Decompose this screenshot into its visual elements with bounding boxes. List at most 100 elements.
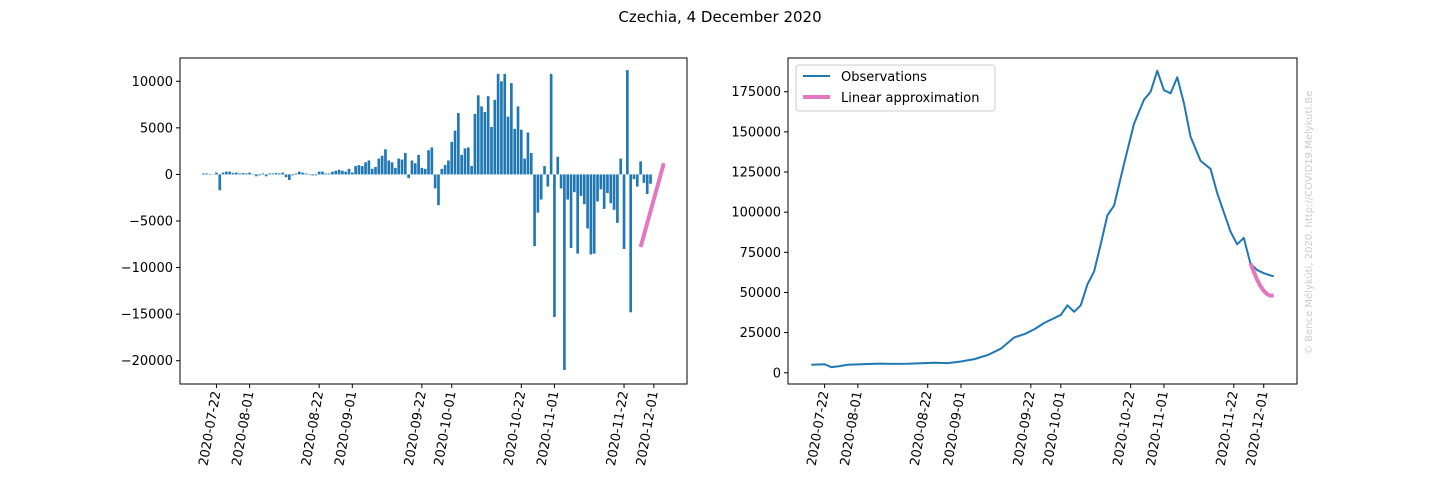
y-tick-label: −5000 [129, 215, 173, 230]
bar [599, 174, 603, 190]
x-tick-label: 2020-10-01 [1041, 390, 1069, 467]
left-x-axis-ticks: 2020-07-22 2020-08-01 2020-08-22 2020-09-01… [196, 384, 662, 467]
y-tick-label: 75000 [740, 246, 781, 261]
bar [370, 168, 374, 175]
bar [364, 162, 367, 175]
bar [417, 154, 420, 175]
x-tick-label: 2020-11-22 [604, 390, 632, 467]
bar [463, 148, 467, 175]
bar [311, 174, 314, 176]
bar [500, 81, 503, 175]
x-tick-label: 2020-09-22 [1011, 390, 1039, 467]
y-tick-label: 0 [165, 168, 173, 183]
bar [626, 70, 629, 175]
bar [440, 168, 444, 175]
y-tick-label: 100000 [731, 206, 781, 221]
bar [235, 172, 238, 175]
y-tick-label: 25000 [740, 326, 781, 341]
bar [616, 174, 619, 223]
x-tick-label: 2020-08-01 [230, 390, 258, 467]
bar [264, 174, 268, 177]
bar [215, 172, 218, 175]
bar [221, 172, 225, 175]
right-plot-frame [787, 57, 1298, 385]
bar [231, 173, 235, 175]
y-tick-label: 0 [773, 366, 781, 381]
bar [612, 174, 616, 210]
bar [493, 99, 497, 175]
bar [576, 174, 579, 254]
bar-linear-fit-line [638, 162, 666, 248]
bar [503, 73, 507, 175]
bar [486, 96, 490, 175]
bar [374, 166, 377, 175]
bar [543, 166, 546, 175]
bar [606, 174, 609, 194]
bar [460, 154, 463, 175]
x-tick-label: 2020-09-01 [332, 390, 360, 467]
bar [582, 174, 586, 205]
y-tick-label: −10000 [121, 261, 173, 276]
bar [360, 166, 364, 175]
x-tick-label: 2020-07-22 [805, 390, 833, 467]
linear-approximation-line [1248, 262, 1274, 298]
bar [344, 171, 348, 175]
bar [457, 112, 460, 175]
bar [413, 163, 417, 175]
bar [513, 128, 517, 175]
bar [291, 174, 294, 176]
bar [248, 172, 251, 175]
bar [218, 174, 222, 191]
bar [473, 113, 477, 175]
x-tick-label: 2020-08-22 [908, 390, 936, 467]
y-tick-label: 175000 [731, 85, 781, 100]
bar [420, 167, 424, 175]
bar [387, 160, 391, 175]
bar [294, 173, 298, 175]
x-tick-label: 2020-12-01 [1244, 390, 1272, 467]
legend-box [795, 64, 996, 112]
bar [423, 168, 427, 175]
bar [271, 173, 275, 175]
x-tick-label: 2020-12-01 [634, 390, 662, 467]
bar [281, 172, 285, 175]
bar [622, 174, 626, 249]
bar [354, 166, 357, 175]
bar [380, 155, 384, 175]
bar [642, 174, 646, 183]
x-tick-label: 2020-11-01 [1144, 390, 1172, 467]
bar [533, 174, 536, 247]
bar-series [201, 70, 652, 371]
bar [241, 173, 245, 175]
legend-approximation-label: Linear approximation [841, 91, 979, 106]
bar [367, 160, 371, 175]
figure-title: Czechia, 4 December 2020 [618, 8, 821, 26]
y-tick-label: 5000 [140, 121, 173, 136]
bar [546, 174, 550, 187]
bar [516, 106, 520, 175]
left-plot-frame [179, 57, 688, 385]
x-tick-label: 2020-10-01 [432, 390, 460, 467]
bar [274, 173, 278, 175]
bar [579, 174, 583, 196]
right-x-axis-ticks: 2020-07-22 2020-08-01 2020-08-22 2020-09-01… [805, 384, 1272, 467]
bar [490, 126, 493, 175]
bar [539, 174, 543, 200]
y-tick-label: −20000 [121, 354, 173, 369]
x-tick-label: 2020-10-22 [1111, 390, 1139, 467]
bar-chart-linear-fit [638, 162, 666, 248]
bar [563, 174, 566, 371]
bar [483, 112, 487, 175]
x-tick-label: 2020-08-22 [299, 390, 327, 467]
x-tick-label: 2020-09-01 [941, 390, 969, 467]
bar [523, 158, 526, 175]
bar [529, 153, 533, 175]
bar [536, 174, 540, 213]
legend-observations-label: Observations [841, 70, 927, 85]
bar [470, 166, 473, 175]
bar [559, 174, 563, 189]
bar [549, 73, 553, 175]
y-tick-label: 125000 [731, 166, 781, 181]
bar [629, 174, 632, 313]
